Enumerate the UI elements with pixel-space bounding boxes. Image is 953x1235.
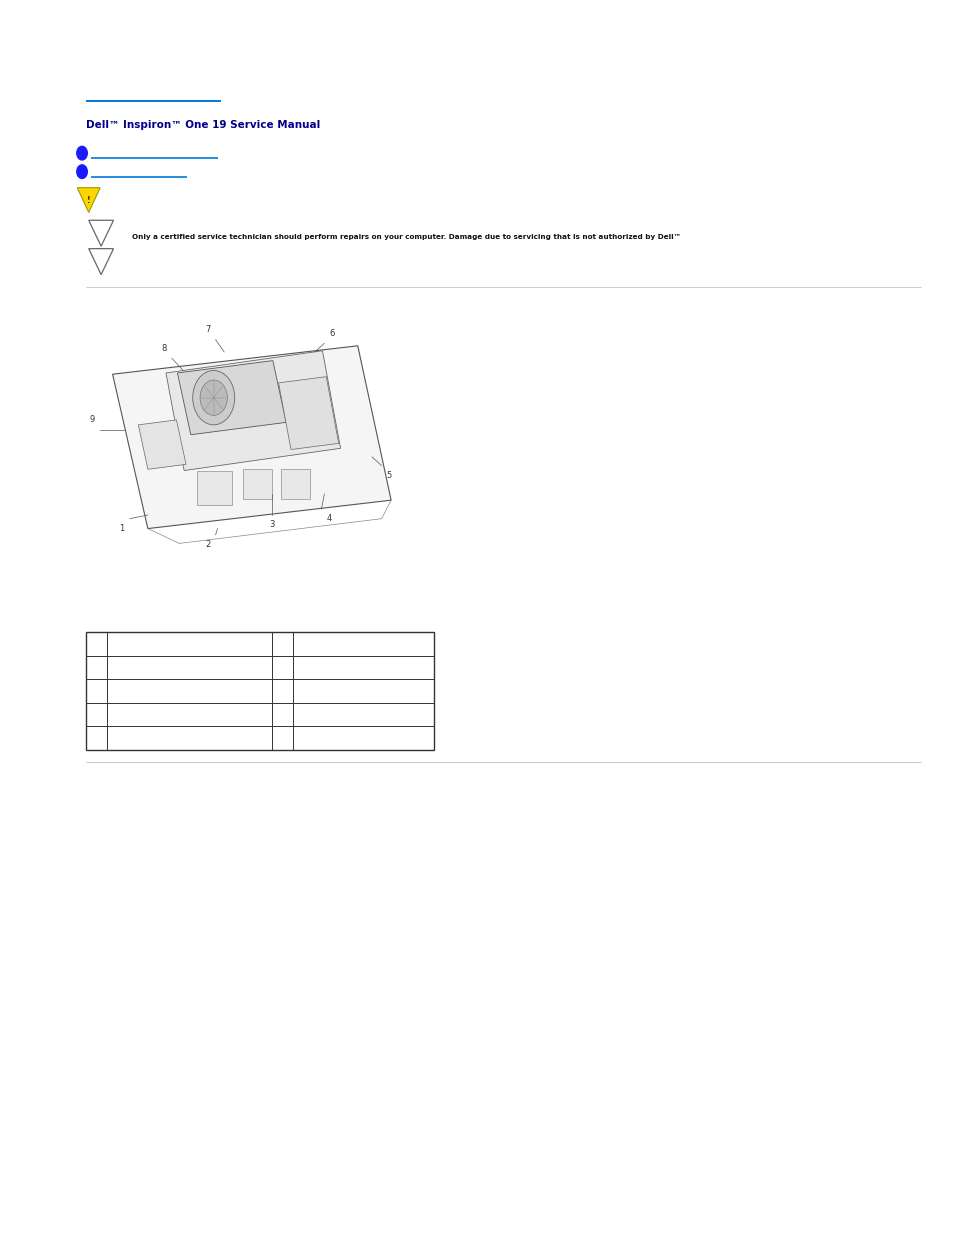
Text: 4: 4 bbox=[326, 514, 332, 524]
Text: 5: 5 bbox=[386, 471, 392, 480]
Text: 2: 2 bbox=[205, 540, 211, 550]
Polygon shape bbox=[112, 346, 391, 529]
Polygon shape bbox=[281, 469, 310, 499]
Circle shape bbox=[76, 164, 87, 179]
Polygon shape bbox=[177, 361, 286, 435]
Text: !: ! bbox=[87, 195, 91, 205]
Text: 8: 8 bbox=[161, 343, 167, 353]
Polygon shape bbox=[77, 188, 100, 212]
Polygon shape bbox=[89, 248, 113, 274]
Polygon shape bbox=[278, 377, 338, 450]
Text: Dell™ Inspiron™ One 19 Service Manual: Dell™ Inspiron™ One 19 Service Manual bbox=[86, 120, 320, 130]
Text: 6: 6 bbox=[329, 329, 335, 338]
Circle shape bbox=[76, 147, 87, 161]
Bar bbox=[86, 632, 434, 750]
Text: Only a certified service technician should perform repairs on your computer. Dam: Only a certified service technician shou… bbox=[132, 235, 679, 240]
Polygon shape bbox=[138, 420, 186, 469]
Polygon shape bbox=[197, 471, 232, 505]
Polygon shape bbox=[89, 220, 113, 246]
Polygon shape bbox=[243, 469, 272, 499]
Text: 3: 3 bbox=[269, 520, 274, 530]
Circle shape bbox=[200, 380, 227, 415]
Polygon shape bbox=[166, 351, 340, 471]
Text: 9: 9 bbox=[90, 415, 95, 425]
Text: 1: 1 bbox=[119, 524, 125, 534]
Text: 7: 7 bbox=[205, 325, 211, 335]
Circle shape bbox=[193, 370, 234, 425]
